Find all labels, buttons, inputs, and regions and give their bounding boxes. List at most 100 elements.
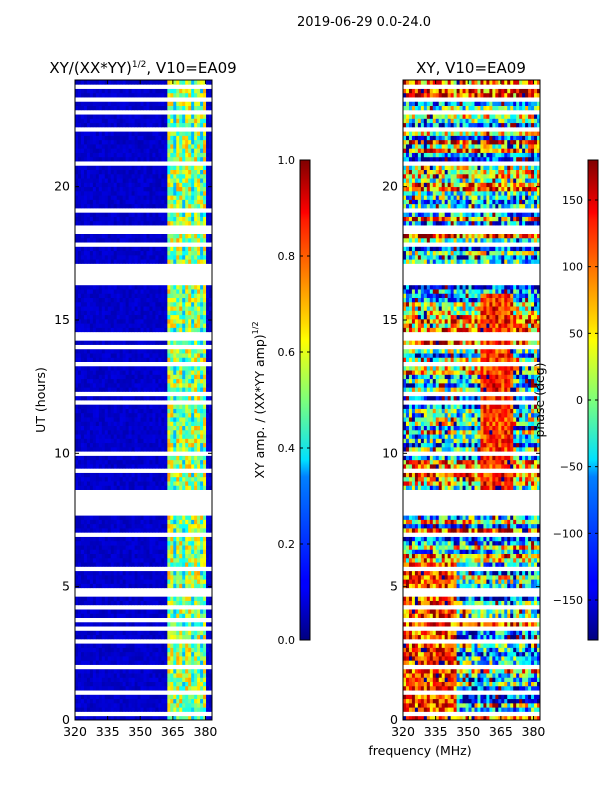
heatmap-cell [161, 357, 165, 362]
heatmap-cell [179, 190, 183, 196]
heatmap-cell [98, 621, 103, 627]
heatmap-cell [98, 707, 103, 712]
heatmap-cell [209, 323, 213, 328]
heatmap-cell [137, 114, 141, 119]
heatmap-cell [77, 429, 82, 435]
heatmap-cell [107, 425, 112, 431]
heatmap-cell [137, 459, 141, 465]
heatmap-cell [137, 101, 141, 106]
heatmap-cell [182, 203, 186, 209]
heatmap-cell [125, 122, 130, 128]
heatmap-cell [128, 600, 132, 606]
heatmap-cell [101, 182, 106, 188]
heatmap-cell [143, 246, 147, 252]
heatmap-cell [86, 182, 91, 188]
heatmap-cell [75, 515, 79, 520]
heatmap-cell [104, 540, 109, 546]
heatmap-cell [122, 310, 127, 316]
heatmap-cell [143, 233, 147, 239]
heatmap-cell [206, 668, 210, 674]
heatmap-cell [182, 668, 186, 674]
heatmap-cell [209, 562, 213, 567]
heatmap-cell [146, 156, 150, 162]
heatmap-cell [188, 310, 192, 316]
heatmap-cell [161, 323, 165, 328]
heatmap-cell [161, 250, 165, 256]
heatmap-cell [104, 353, 109, 358]
gap-row [75, 626, 212, 631]
heatmap-cell [92, 284, 97, 290]
heatmap-cell [137, 656, 141, 661]
heatmap-cell [86, 647, 91, 653]
heatmap-cell [128, 634, 132, 640]
heatmap-cell [158, 365, 162, 371]
heatmap-cell [122, 464, 127, 469]
heatmap-cell [170, 131, 174, 136]
heatmap-cell [80, 698, 85, 704]
heatmap-cell [86, 583, 91, 589]
heatmap-cell [203, 412, 207, 418]
heatmap-cell [104, 459, 109, 465]
heatmap-cell [173, 173, 177, 179]
heatmap-cell [92, 536, 97, 542]
heatmap-cell [137, 553, 141, 559]
heatmap-cell [182, 481, 186, 486]
heatmap-cell [164, 702, 168, 708]
heatmap-cell [89, 647, 94, 653]
heatmap-cell [83, 647, 88, 653]
heatmap-cell [167, 101, 171, 106]
heatmap-cell [179, 421, 183, 426]
heatmap-cell [107, 395, 112, 401]
heatmap-cell [140, 131, 144, 136]
heatmap-cell [206, 199, 210, 205]
heatmap-cell [182, 212, 186, 217]
heatmap-cell [158, 425, 162, 431]
heatmap-cell [107, 408, 112, 414]
heatmap-cell [203, 404, 207, 409]
heatmap-cell [75, 340, 79, 345]
heatmap-cell [128, 464, 132, 469]
heatmap-cell [206, 464, 210, 469]
heatmap-cell [140, 284, 144, 290]
heatmap-cell [176, 216, 180, 222]
heatmap-cell [125, 634, 130, 640]
heatmap-cell [119, 169, 124, 175]
heatmap-cell [107, 583, 112, 589]
heatmap-cell [170, 545, 174, 550]
heatmap-cell [125, 681, 130, 687]
heatmap-cell [194, 374, 198, 380]
heatmap-cell [134, 583, 138, 589]
heatmap-cell [80, 434, 85, 439]
heatmap-cell [119, 417, 124, 422]
heatmap-cell [188, 417, 192, 422]
heatmap-cell [182, 348, 186, 354]
heatmap-cell [143, 630, 147, 636]
heatmap-cell [158, 404, 162, 409]
heatmap-cell [92, 609, 97, 614]
heatmap-cell [134, 297, 138, 303]
heatmap-cell [173, 284, 177, 290]
heatmap-cell [131, 481, 135, 486]
heatmap-cell [80, 254, 85, 260]
heatmap-cell [134, 250, 138, 256]
heatmap-cell [77, 446, 82, 452]
heatmap-cell [113, 540, 118, 546]
heatmap-cell [209, 169, 213, 175]
heatmap-cell [185, 519, 189, 525]
heatmap-cell [92, 216, 97, 222]
heatmap-cell [98, 476, 103, 482]
heatmap-cell [161, 404, 165, 409]
heatmap-cell [143, 570, 147, 576]
heatmap-cell [110, 519, 115, 525]
heatmap-cell [194, 438, 198, 444]
heatmap-cell [197, 340, 201, 345]
heatmap-cell [191, 694, 195, 700]
heatmap-cell [182, 656, 186, 661]
heatmap-cell [152, 660, 156, 665]
heatmap-cell [203, 216, 207, 222]
heatmap-cell [197, 314, 201, 320]
heatmap-cell [194, 203, 198, 209]
heatmap-cell [131, 570, 135, 576]
heatmap-cell [116, 374, 121, 380]
heatmap-cell [146, 144, 150, 149]
